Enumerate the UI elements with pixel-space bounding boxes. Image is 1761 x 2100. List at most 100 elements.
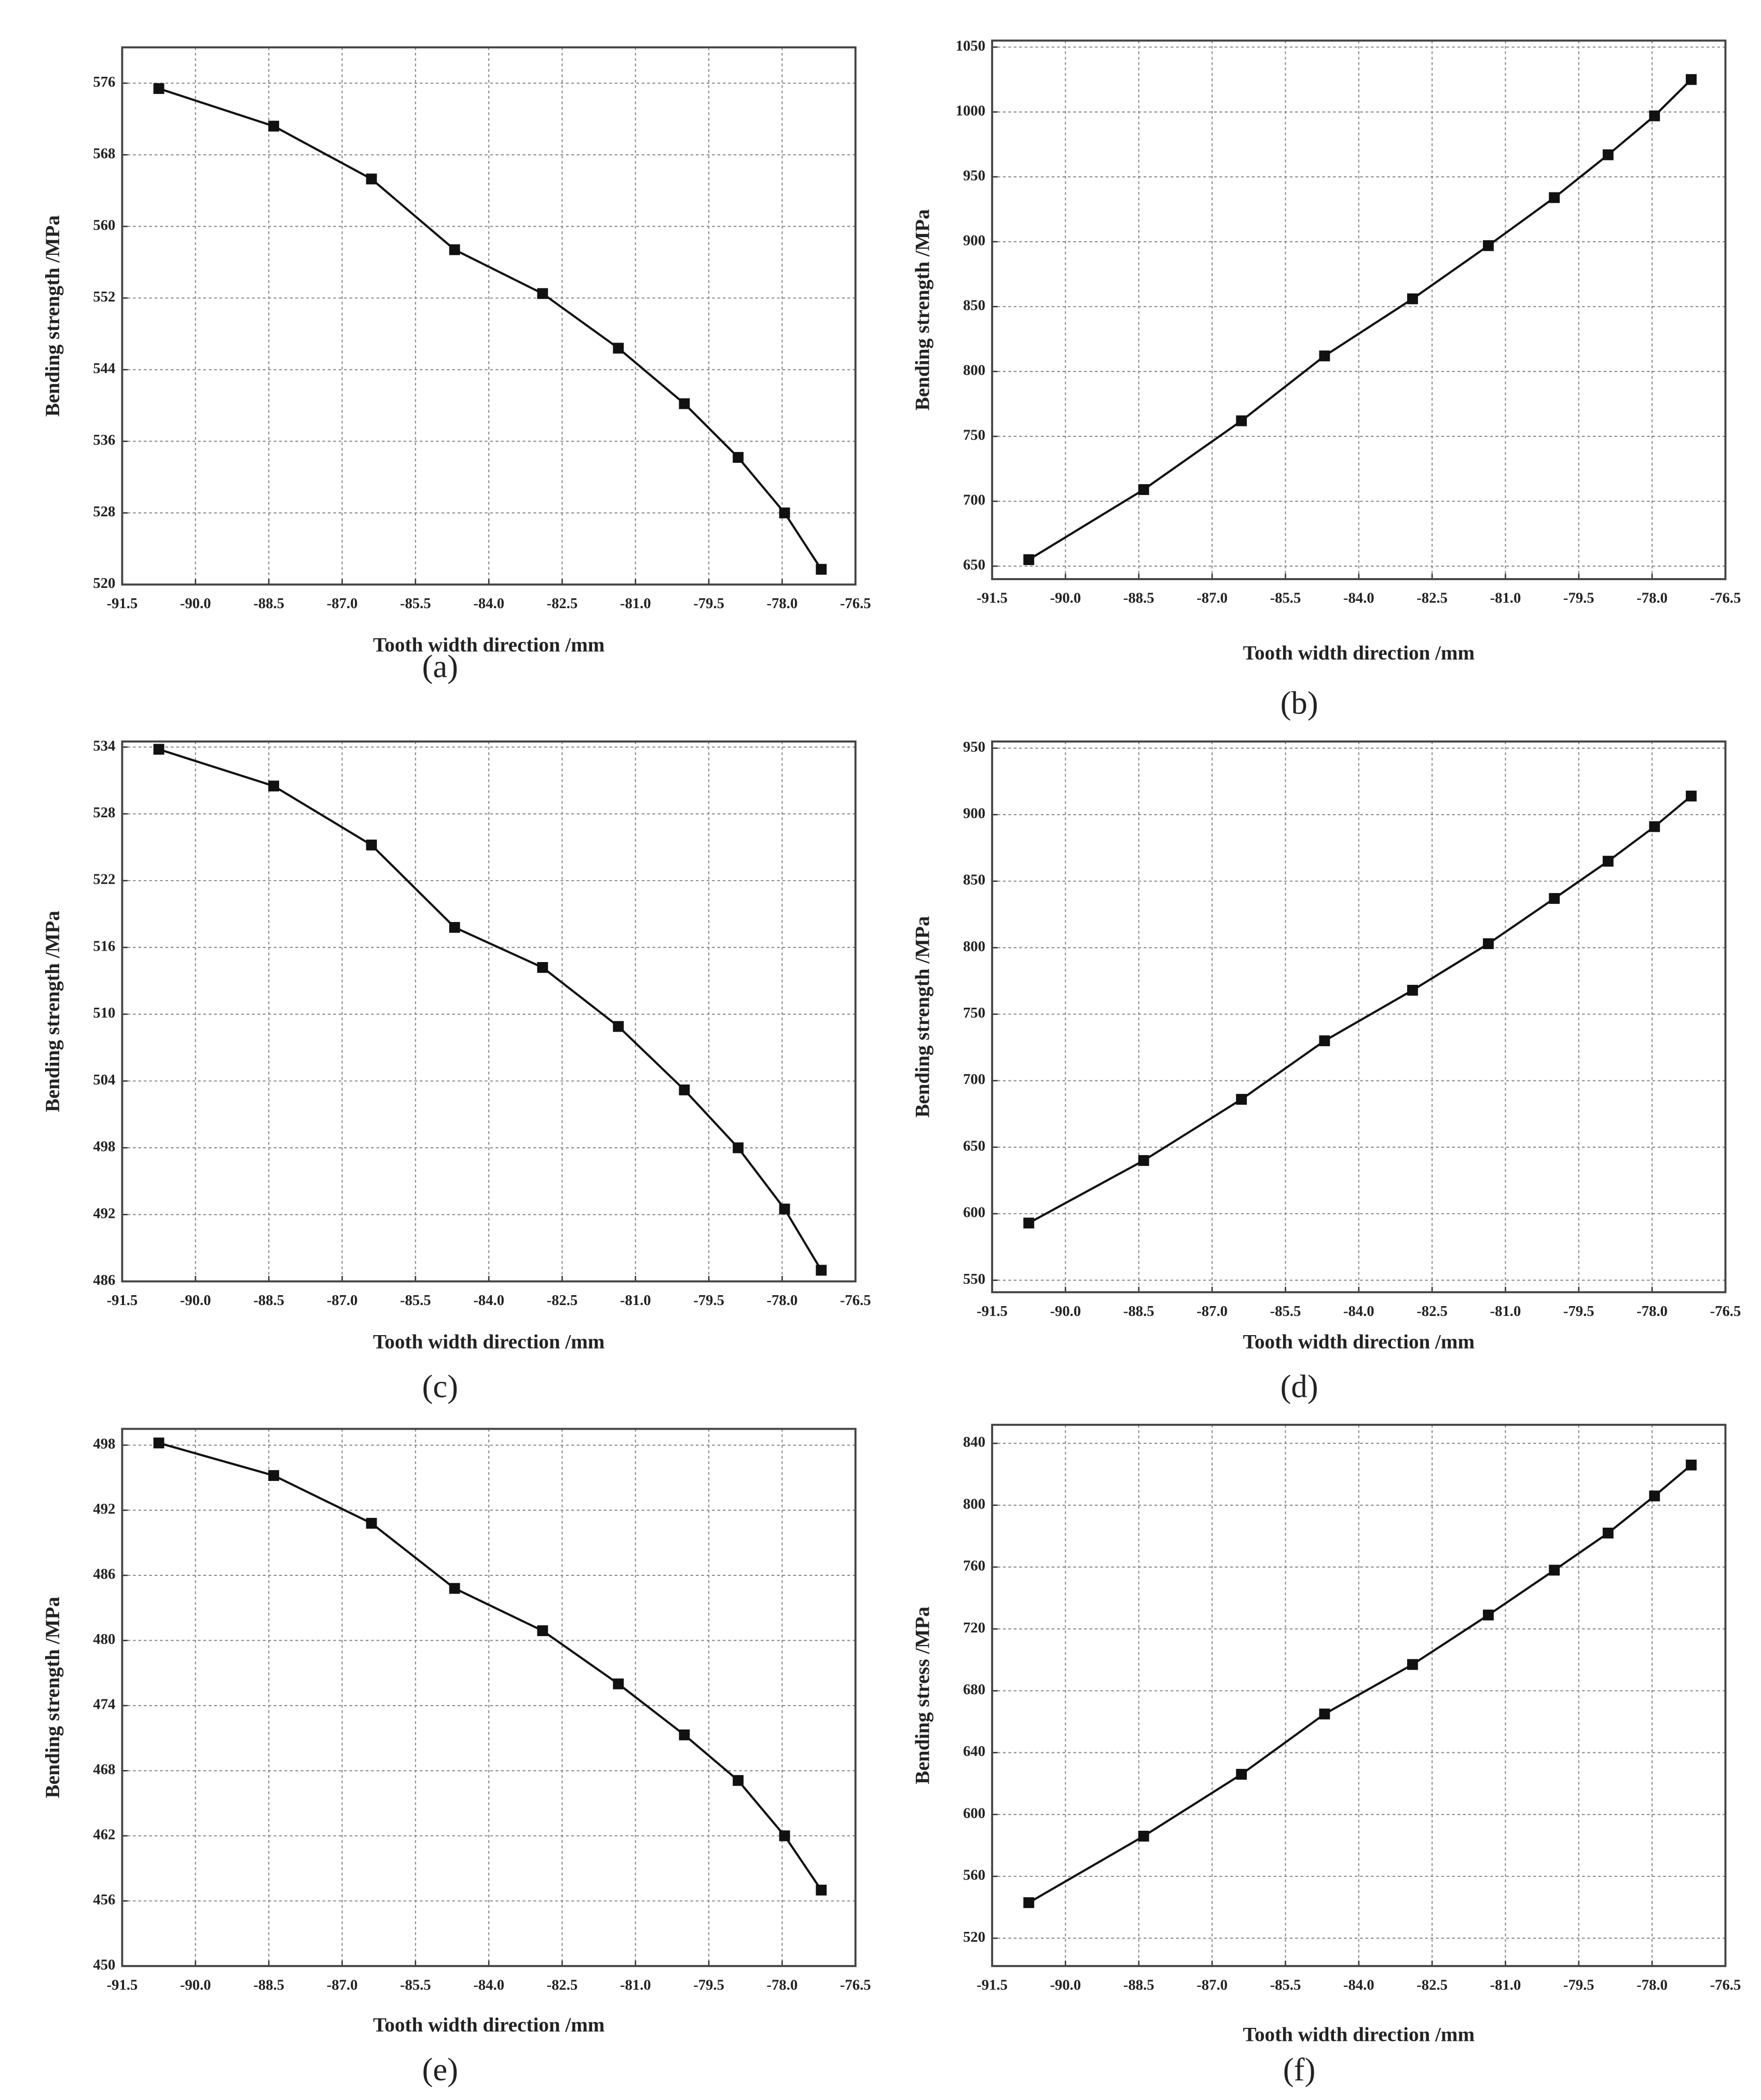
data-point [1549, 1564, 1560, 1576]
y-tick-label: 950 [963, 738, 985, 755]
data-point [679, 398, 690, 409]
x-tick-label: -85.5 [400, 1292, 431, 1309]
caption: (c) [422, 1368, 458, 1404]
data-point [1686, 74, 1697, 85]
y-tick-label: 720 [963, 1619, 985, 1636]
x-tick-label: -78.0 [1636, 1977, 1668, 1994]
data-point [1023, 1217, 1035, 1229]
y-tick-label: 900 [963, 232, 985, 249]
y-tick-label: 800 [963, 938, 985, 955]
y-tick-label: 492 [93, 1501, 115, 1517]
x-tick-label: -81.0 [1490, 590, 1521, 607]
x-tick-label: -91.5 [976, 1303, 1008, 1320]
data-point [1023, 554, 1035, 565]
data-point [366, 840, 377, 850]
y-tick-label: 600 [963, 1805, 985, 1821]
data-point [268, 1470, 279, 1481]
data-line [158, 748, 822, 1271]
y-tick-label: 700 [963, 1071, 985, 1088]
x-tick-label: -88.5 [253, 1292, 284, 1309]
data-line [158, 1442, 822, 1891]
chart: 486 492 498 504 510 516 522 528 534 -91.5 -90.0 -88… [42, 737, 871, 1404]
y-tick-label: 522 [93, 871, 115, 888]
y-tick-label: 650 [963, 1137, 985, 1154]
x-axis-label: Tooth width direction /mm [373, 2014, 605, 2036]
x-tick-label: -76.5 [1710, 1303, 1741, 1320]
plot-frame [991, 740, 1727, 1294]
x-tick-label: -91.5 [976, 590, 1008, 607]
x-tick-label: -84.0 [1343, 590, 1374, 607]
data-point [816, 564, 827, 575]
y-tick-label: 800 [963, 362, 985, 379]
data-point [1407, 1659, 1418, 1670]
data-point [1649, 110, 1660, 121]
y-tick-label: 456 [93, 1891, 115, 1908]
x-tick-label: -88.5 [253, 595, 284, 612]
caption: (d) [1281, 1368, 1318, 1404]
data-point [1407, 293, 1418, 305]
y-tick-label: 520 [93, 575, 115, 592]
data-point [1483, 938, 1494, 950]
chart: 520 528 536 544 552 560 568 576 -91.5 -90.0 -88.5 -… [42, 46, 871, 684]
y-tick-label: 576 [93, 74, 115, 90]
x-tick-label: -82.5 [547, 595, 578, 612]
x-tick-label: -79.5 [693, 1977, 724, 1994]
data-point [153, 744, 164, 755]
y-tick-label: 650 [963, 557, 985, 573]
y-tick-label: 560 [963, 1867, 985, 1884]
x-tick-label: -88.5 [1123, 1977, 1154, 1994]
y-tick-label: 498 [93, 1436, 115, 1452]
y-tick-label: 568 [93, 145, 115, 162]
x-tick-label: -91.5 [107, 1292, 138, 1309]
y-tick-label: 480 [93, 1631, 115, 1648]
x-tick-label: -87.0 [327, 595, 358, 612]
plot-frame [991, 39, 1727, 581]
x-tick-label: -79.5 [693, 1292, 724, 1309]
y-axis-label: Bending strength /MPa [42, 1597, 64, 1798]
y-tick-label: 486 [93, 1272, 115, 1288]
x-tick-label: -84.0 [1343, 1977, 1374, 1994]
x-tick-label: -90.0 [180, 1977, 211, 1994]
y-tick-label: 760 [963, 1558, 985, 1574]
y-tick-label: 544 [93, 360, 115, 377]
chart: 550 600 650 700 750 800 850 900 950 -91.5 -90.0 -88… [912, 738, 1741, 1404]
x-tick-label: -81.0 [620, 1292, 651, 1309]
x-tick-label: -82.5 [1416, 1977, 1448, 1994]
x-tick-label: -78.0 [767, 1977, 798, 1994]
y-tick-label: 640 [963, 1743, 985, 1760]
data-point [153, 83, 164, 94]
y-tick-label: 850 [963, 297, 985, 313]
y-axis-label: Bending strength /MPa [42, 215, 64, 417]
y-tick-label: 516 [93, 938, 115, 954]
x-axis-label: Tooth width direction /mm [1243, 642, 1475, 664]
x-tick-label: -79.5 [1563, 590, 1594, 607]
data-point [1138, 1155, 1149, 1166]
x-tick-label: -90.0 [1050, 1977, 1081, 1994]
data-point [1236, 415, 1247, 427]
data-point [1602, 1527, 1614, 1539]
x-tick-label: -84.0 [473, 1292, 504, 1309]
x-tick-label: -76.5 [840, 1977, 871, 1994]
y-tick-label: 534 [93, 737, 115, 754]
caption: (e) [422, 2051, 458, 2088]
data-point [779, 1203, 790, 1215]
x-tick-label: -85.5 [1270, 590, 1301, 607]
data-point [1602, 856, 1614, 867]
data-point [779, 1830, 790, 1842]
data-point [268, 120, 279, 132]
data-point [613, 1678, 624, 1690]
x-tick-label: -82.5 [547, 1292, 578, 1309]
y-tick-label: 560 [93, 217, 115, 234]
data-point [733, 1775, 744, 1786]
y-tick-label: 498 [93, 1138, 115, 1155]
x-axis-label: Tooth width direction /mm [373, 1330, 605, 1353]
x-tick-label: -76.5 [840, 595, 871, 612]
y-tick-label: 840 [963, 1434, 985, 1450]
x-tick-label: -81.0 [1490, 1303, 1521, 1320]
caption: (b) [1281, 685, 1318, 721]
y-tick-label: 550 [963, 1271, 985, 1287]
data-point [268, 780, 279, 792]
y-tick-label: 1000 [956, 102, 985, 119]
data-point [1319, 350, 1330, 362]
x-tick-label: -87.0 [327, 1292, 358, 1309]
